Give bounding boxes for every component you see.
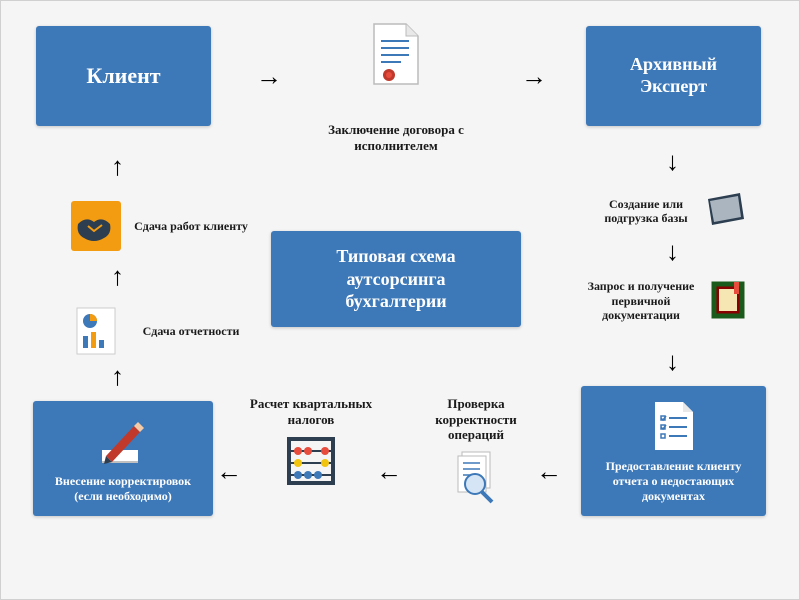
handshake-icon xyxy=(71,201,121,251)
node-expert: Архивный Эксперт xyxy=(586,26,761,126)
node-client: Клиент xyxy=(36,26,211,126)
pencil-edit-icon xyxy=(93,413,153,468)
node-reporting: Сдача отчетности xyxy=(61,306,261,356)
arrow-right-1: → xyxy=(256,61,282,92)
document-icon xyxy=(366,26,426,81)
report-missing-caption: Предоставление клиенту отчета о недостаю… xyxy=(591,459,756,504)
check-caption: Проверка корректности операций xyxy=(406,396,546,443)
center-title: Типовая схема аутсорсинга бухгалтерии xyxy=(271,231,521,327)
magnifier-doc-icon xyxy=(446,449,506,504)
db-caption: Создание или подгрузка базы xyxy=(591,197,701,226)
node-report-missing: Предоставление клиенту отчета о недостаю… xyxy=(581,386,766,516)
arrow-up-l3: ↑ xyxy=(111,151,124,182)
node-request: Запрос и получение первичной документаци… xyxy=(561,276,771,326)
request-caption: Запрос и получение первичной документаци… xyxy=(579,279,704,322)
tablet-db-icon xyxy=(701,186,751,236)
chart-doc-icon xyxy=(71,306,121,356)
node-corrections: Внесение корректировок (если необходимо) xyxy=(33,401,213,516)
reporting-caption: Сдача отчетности xyxy=(131,324,251,338)
contract-caption: Заключение договора с исполнителем xyxy=(311,122,481,153)
book-icon xyxy=(704,276,754,326)
tax-caption: Расчет квартальных налогов xyxy=(236,396,386,427)
arrow-left-3: ← xyxy=(216,456,242,487)
node-tax: Расчет квартальных налогов xyxy=(236,396,386,494)
expert-line1: Архивный xyxy=(630,54,717,76)
abacus-icon xyxy=(281,433,341,488)
delivery-caption: Сдача работ клиенту xyxy=(131,219,251,233)
node-contract: Заключение договора с исполнителем xyxy=(311,26,481,153)
arrow-right-2: → xyxy=(521,61,547,92)
center-line1: Типовая схема xyxy=(289,245,503,268)
center-line3: бухгалтерии xyxy=(289,290,503,313)
arrow-up-l1: ↑ xyxy=(111,361,124,392)
arrow-down-r3: ↓ xyxy=(666,346,679,377)
expert-line2: Эксперт xyxy=(640,76,707,98)
arrow-down-r2: ↓ xyxy=(666,236,679,267)
corrections-caption: Внесение корректировок (если необходимо) xyxy=(41,474,205,504)
checklist-icon xyxy=(644,398,704,453)
center-line2: аутсорсинга xyxy=(289,268,503,291)
node-check: Проверка корректности операций xyxy=(406,396,546,510)
node-db: Создание или подгрузка базы xyxy=(571,186,771,236)
client-label: Клиент xyxy=(86,63,160,89)
arrow-down-r1: ↓ xyxy=(666,146,679,177)
node-delivery: Сдача работ клиенту xyxy=(61,201,261,251)
arrow-up-l2: ↑ xyxy=(111,261,124,292)
